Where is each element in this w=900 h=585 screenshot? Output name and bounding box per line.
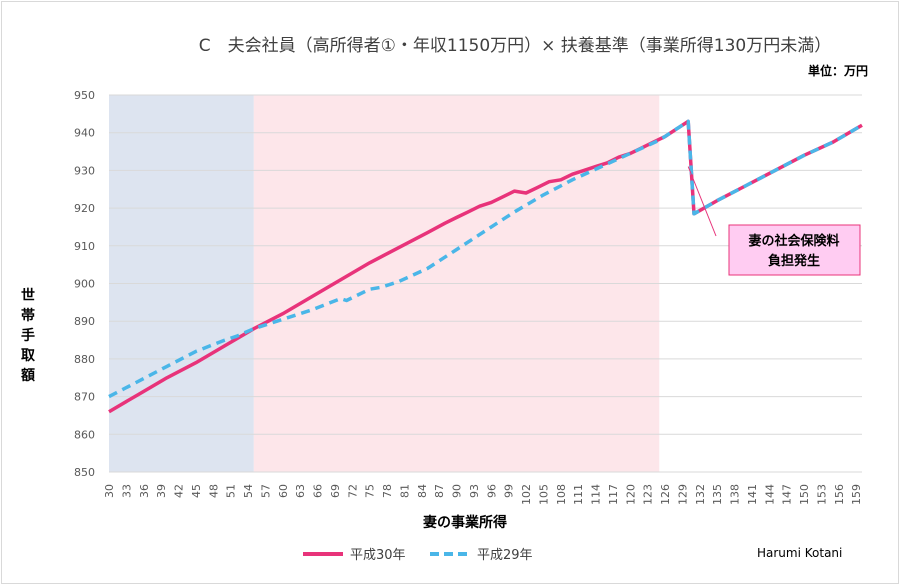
x-tick-102: 102 [520, 484, 533, 505]
y-tick-880: 880 [74, 353, 95, 366]
x-tick-111: 111 [572, 484, 585, 505]
y-tick-860: 860 [74, 428, 95, 441]
credit: Harumi Kotani [757, 546, 842, 560]
x-tick-93: 93 [468, 484, 481, 498]
x-tick-114: 114 [590, 484, 603, 505]
y-tick-920: 920 [74, 202, 95, 215]
x-tick-147: 147 [781, 484, 794, 505]
x-tick-105: 105 [537, 484, 550, 505]
x-tick-150: 150 [798, 484, 811, 505]
y-tick-890: 890 [74, 315, 95, 328]
x-tick-120: 120 [624, 484, 637, 505]
y-axis-title-char: 額 [20, 367, 35, 384]
y-axis-title-char: 世 [21, 287, 35, 304]
x-tick-54: 54 [242, 484, 255, 498]
x-tick-66: 66 [312, 484, 325, 498]
x-tick-141: 141 [746, 484, 759, 505]
y-axis-title-char: 取 [21, 348, 36, 364]
series-line-1 [108, 119, 863, 399]
annotation-line1: 妻の社会保険料 [748, 233, 839, 249]
y-tick-870: 870 [74, 391, 95, 404]
x-tick-159: 159 [850, 484, 863, 505]
x-tick-138: 138 [729, 484, 742, 505]
x-tick-48: 48 [207, 484, 220, 498]
y-axis-ticks: 850 860 870 880 890 900 910 920 930 940 950 [74, 89, 95, 479]
x-tick-81: 81 [398, 484, 411, 498]
x-tick-90: 90 [451, 484, 464, 498]
x-tick-42: 42 [173, 484, 186, 498]
x-tick-51: 51 [225, 484, 238, 498]
unit-label: 単位：万円 [808, 63, 868, 78]
x-tick-36: 36 [138, 484, 151, 498]
annotation-leader [687, 166, 717, 237]
x-tick-135: 135 [711, 484, 724, 505]
x-tick-108: 108 [555, 484, 568, 505]
y-tick-940: 940 [74, 127, 95, 140]
x-tick-126: 126 [659, 484, 672, 505]
y-tick-930: 930 [74, 164, 95, 177]
x-tick-39: 39 [155, 484, 168, 498]
y-axis-title: 世帯手取額 [20, 287, 36, 384]
series-lines [108, 119, 863, 414]
annotation-line2: 負担発生 [768, 253, 820, 269]
y-axis-title-char: 手 [21, 327, 35, 344]
x-tick-45: 45 [190, 484, 203, 498]
annotation-box [728, 224, 861, 276]
x-tick-144: 144 [763, 484, 776, 505]
y-axis-title-char: 帯 [21, 307, 35, 324]
x-tick-123: 123 [642, 484, 655, 505]
x-tick-99: 99 [503, 484, 516, 498]
legend-label-h30: 平成30年 [350, 548, 406, 563]
y-tick-910: 910 [74, 240, 95, 253]
y-tick-900: 900 [74, 278, 95, 291]
x-tick-153: 153 [815, 484, 828, 505]
y-tick-850: 850 [74, 466, 95, 479]
x-axis-title: 妻の事業所得 [423, 514, 507, 531]
x-tick-57: 57 [259, 484, 272, 498]
x-tick-117: 117 [607, 484, 620, 505]
x-tick-84: 84 [416, 484, 429, 498]
x-tick-156: 156 [833, 484, 846, 505]
x-tick-96: 96 [485, 484, 498, 498]
y-tick-950: 950 [74, 89, 95, 102]
x-tick-63: 63 [294, 484, 307, 498]
chart-title: C 夫会社員（高所得者①・年収1150万円）× 扶養基準（事業所得130万円未満… [199, 36, 831, 56]
x-tick-69: 69 [329, 484, 342, 498]
x-tick-132: 132 [694, 484, 707, 505]
legend-label-h29: 平成29年 [477, 548, 533, 563]
x-tick-87: 87 [433, 484, 446, 498]
x-axis-ticks: 30 33 36 39 42 45 48 51 54 57 60 63 66 69 72 75 78 81 84 87… [103, 484, 863, 505]
x-tick-30: 30 [103, 484, 116, 498]
x-tick-33: 33 [120, 484, 133, 498]
x-tick-78: 78 [381, 484, 394, 498]
x-tick-75: 75 [364, 484, 377, 498]
x-tick-60: 60 [277, 484, 290, 498]
x-tick-129: 129 [676, 484, 689, 505]
x-tick-72: 72 [346, 484, 359, 498]
grid-lines [109, 94, 862, 473]
